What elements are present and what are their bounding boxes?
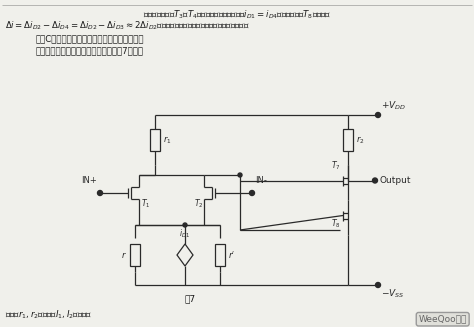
Text: 电容C的作用是相位补偿，用于防止自激振荡。: 电容C的作用是相位补偿，用于防止自激振荡。	[36, 34, 144, 43]
Text: +$V_{DD}$: +$V_{DD}$	[381, 99, 406, 112]
Circle shape	[375, 112, 381, 117]
Circle shape	[249, 191, 255, 196]
Text: IN-: IN-	[255, 176, 267, 185]
Text: 其中，$r_1,r_2$是恒流源$I_1,I_2$的内阻。: 其中，$r_1,r_2$是恒流源$I_1,I_2$的内阻。	[5, 308, 92, 320]
Text: $T_1$: $T_1$	[141, 198, 151, 211]
Text: 图7: 图7	[184, 294, 195, 303]
Bar	[150, 129, 160, 151]
Text: WeeQoo维库: WeeQoo维库	[419, 315, 467, 324]
Text: Output: Output	[380, 176, 411, 185]
Text: $r$: $r$	[121, 250, 127, 260]
Text: $r_2$: $r_2$	[356, 134, 365, 146]
Text: 将辅助电路简化后的等效交流通路如图7所示。: 将辅助电路简化后的等效交流通路如图7所示。	[36, 46, 144, 56]
Text: IN+: IN+	[81, 176, 97, 185]
Text: $T_7$: $T_7$	[331, 160, 341, 173]
Text: $T_8$: $T_8$	[331, 217, 341, 230]
Text: $T_2$: $T_2$	[194, 198, 203, 211]
Text: $r_1$: $r_1$	[163, 134, 172, 146]
Circle shape	[373, 178, 377, 183]
Text: $i_{D1}$: $i_{D1}$	[180, 228, 191, 240]
Circle shape	[183, 223, 187, 227]
Text: $-V_{SS}$: $-V_{SS}$	[381, 288, 404, 301]
Bar	[343, 129, 353, 151]
Bar	[130, 244, 140, 266]
Text: 差分输入级中的$T_3$、$T_4$管构成交流镜像电流源，$i_{D1}=i_{D4}$，因而提供给$T_8$的电流为: 差分输入级中的$T_3$、$T_4$管构成交流镜像电流源，$i_{D1}=i_{…	[143, 8, 331, 21]
Circle shape	[98, 191, 102, 196]
Text: $r'$: $r'$	[228, 250, 236, 261]
Circle shape	[375, 283, 381, 287]
Text: $\Delta i=\Delta i_{D2}-\Delta i_{D4}=\Delta i_{D2}-\Delta i_{D3}\approx 2\Delta: $\Delta i=\Delta i_{D2}-\Delta i_{D4}=\D…	[5, 20, 249, 32]
Circle shape	[238, 173, 242, 177]
Bar	[215, 244, 225, 266]
